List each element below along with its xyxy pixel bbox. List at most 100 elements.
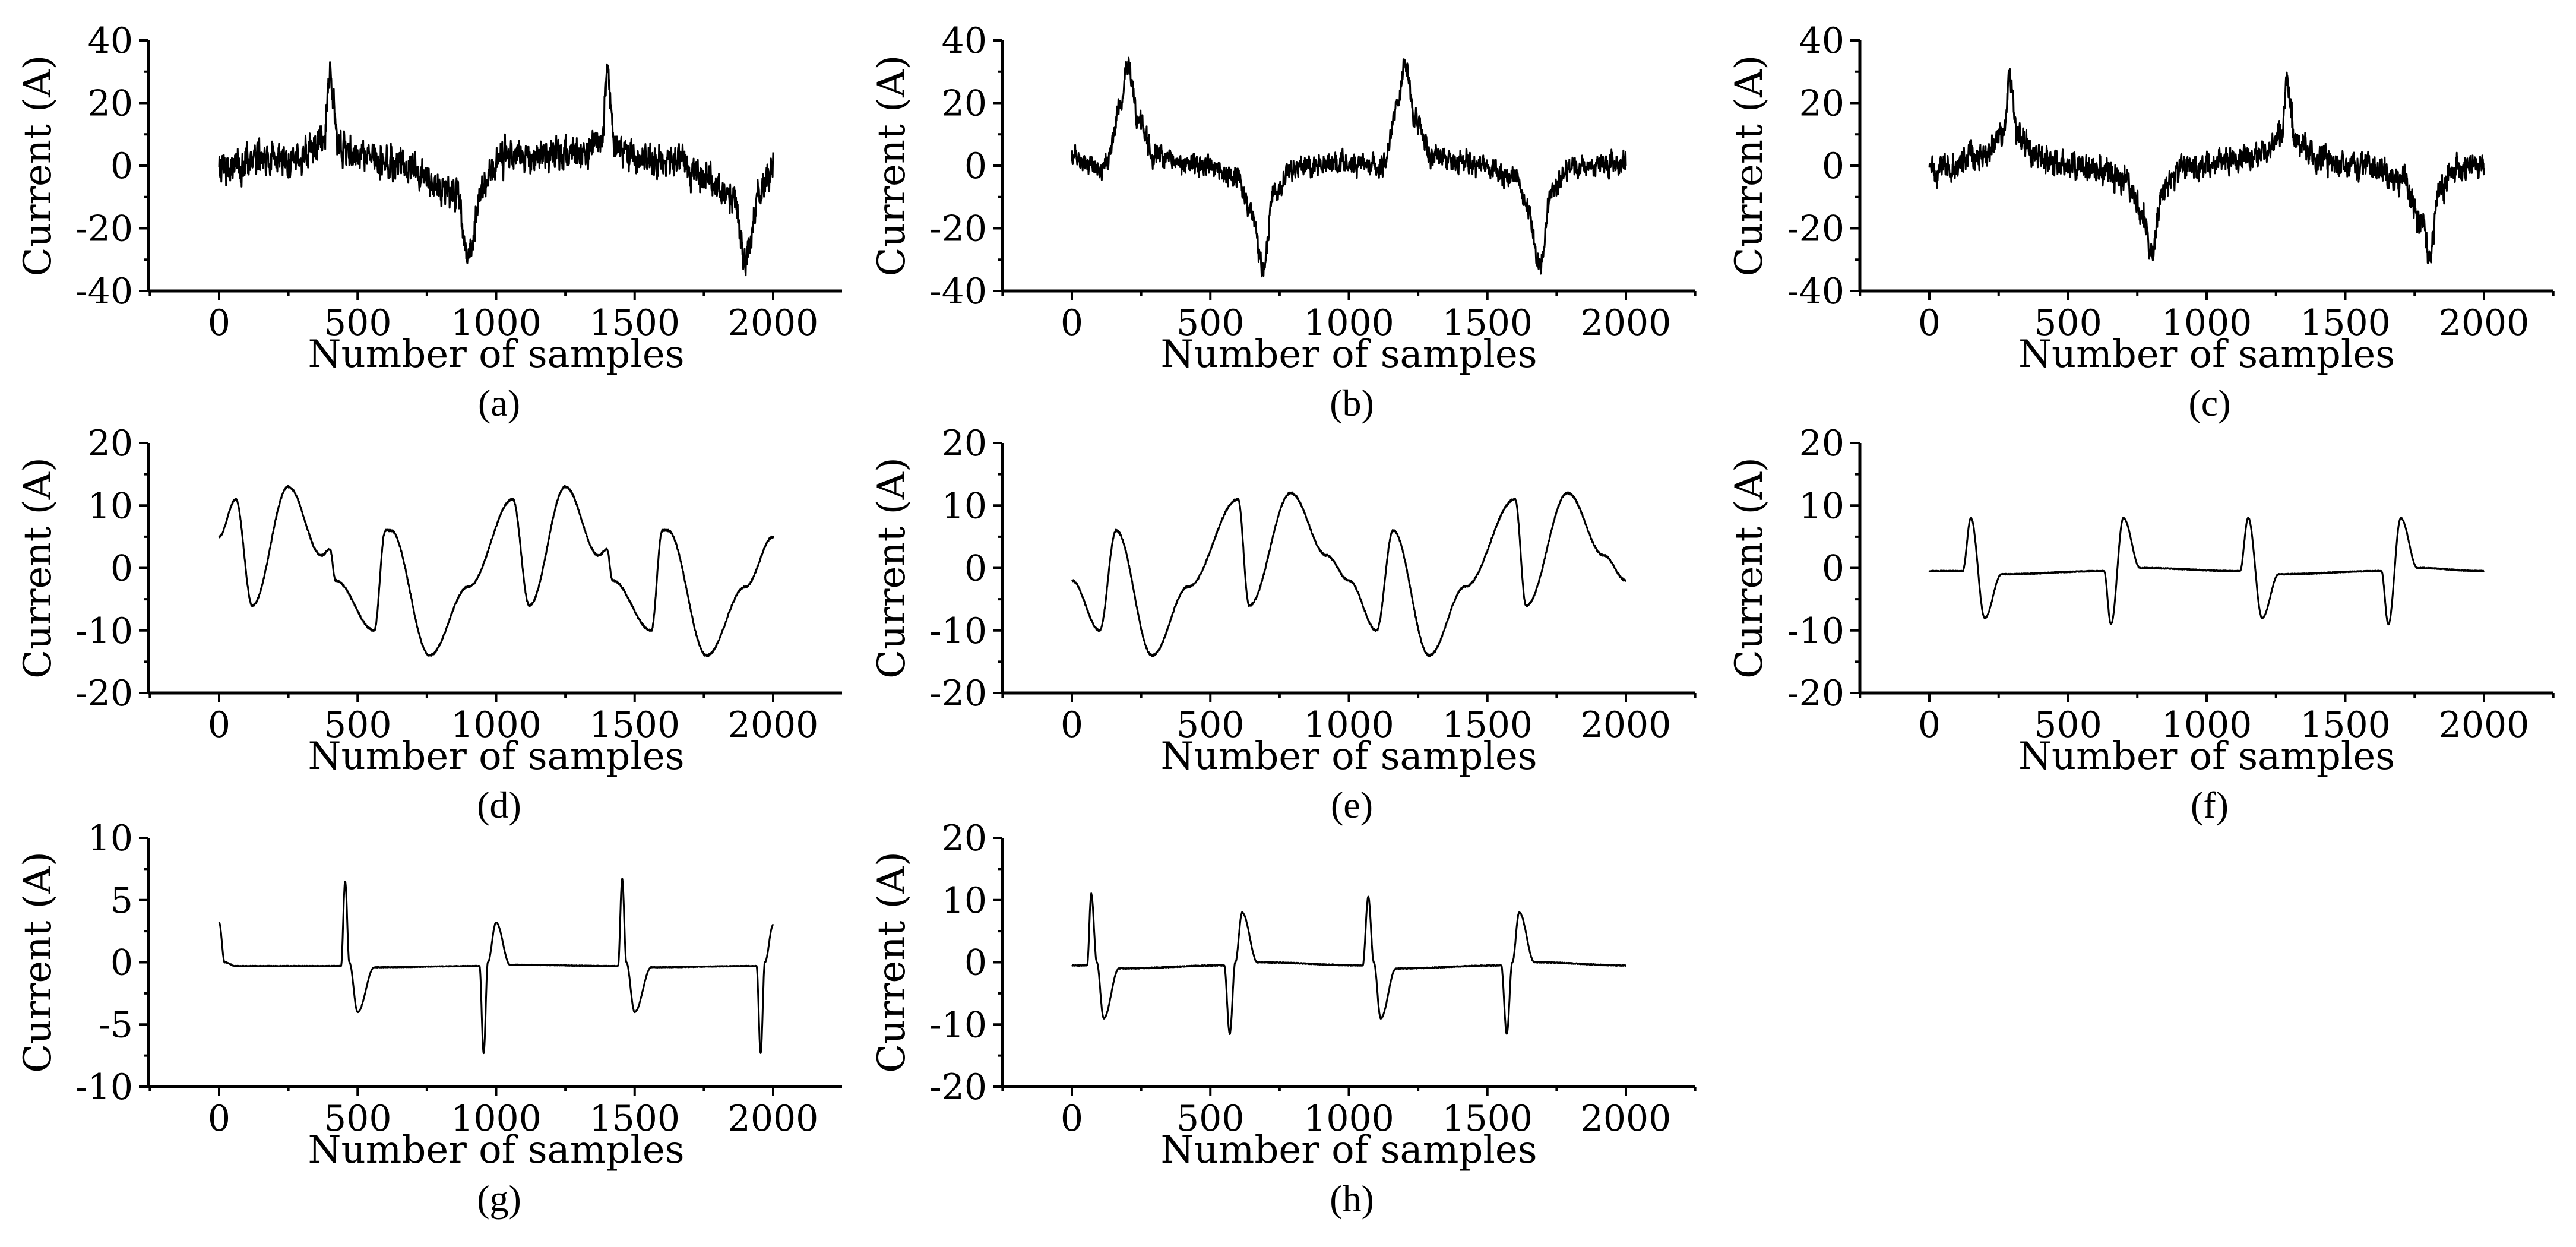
x-tick-label: 1000 bbox=[1303, 302, 1394, 344]
chart-panel-d: -20 -10 0 10 20 0 500 1000 1500 2000 Number of sam… bbox=[16, 423, 842, 826]
panel-label: (b) bbox=[1330, 382, 1374, 424]
x-tick-label: 2000 bbox=[1581, 302, 1672, 344]
y-axis-title: Current (A) bbox=[16, 457, 60, 679]
x-tick-label: 1500 bbox=[589, 1098, 680, 1140]
current-trace bbox=[1071, 491, 1626, 657]
x-tick-label: 0 bbox=[1061, 704, 1083, 746]
x-tick-label: 0 bbox=[1918, 302, 1941, 344]
y-tick-label: 0 bbox=[1822, 548, 1844, 590]
y-tick-label: -20 bbox=[929, 208, 987, 250]
y-tick-label: -20 bbox=[929, 673, 987, 714]
current-trace bbox=[218, 485, 774, 657]
panel-label: (h) bbox=[1330, 1178, 1374, 1220]
x-tick-label: 500 bbox=[324, 704, 392, 746]
panel-label: (f) bbox=[2191, 784, 2229, 826]
current-trace bbox=[1071, 892, 1627, 1035]
chart-panel-f: -20 -10 0 10 20 0 500 1000 1500 2000 Number of sam… bbox=[1727, 423, 2555, 826]
current-trace bbox=[218, 878, 774, 1055]
x-tick-label: 500 bbox=[2034, 704, 2102, 746]
y-tick-label: -40 bbox=[1787, 271, 1844, 312]
x-axis-title: Number of samples bbox=[2018, 333, 2395, 376]
x-axis-title: Number of samples bbox=[308, 735, 684, 778]
x-tick-label: 1500 bbox=[1442, 704, 1533, 746]
x-axis-title: Number of samples bbox=[1160, 1128, 1537, 1172]
x-tick-label: 1000 bbox=[2162, 302, 2252, 344]
x-tick-label: 2000 bbox=[728, 1098, 819, 1140]
y-tick-label: -10 bbox=[1787, 610, 1844, 652]
y-tick-label: 40 bbox=[942, 20, 987, 62]
x-tick-label: 1500 bbox=[1442, 1098, 1533, 1140]
x-tick-label: 1000 bbox=[1303, 1098, 1394, 1140]
x-tick-label: 500 bbox=[324, 1098, 392, 1140]
x-tick-label: 2000 bbox=[1581, 1098, 1672, 1140]
x-tick-label: 500 bbox=[1176, 704, 1245, 746]
x-tick-label: 1500 bbox=[2300, 302, 2391, 344]
x-tick-label: 0 bbox=[208, 1098, 230, 1140]
chart-panel-a: -40 -20 0 20 40 0 500 1000 1500 2000 Number of sam… bbox=[16, 20, 842, 424]
chart-panel-h: -20 -10 0 10 20 0 500 1000 1500 2000 Number of sam… bbox=[870, 818, 1697, 1220]
x-tick-label: 0 bbox=[1918, 704, 1941, 746]
y-tick-label: -5 bbox=[99, 1004, 133, 1046]
x-tick-label: 1500 bbox=[589, 704, 680, 746]
y-tick-label: 40 bbox=[1799, 20, 1844, 62]
y-tick-label: 0 bbox=[964, 145, 987, 187]
y-tick-label: 10 bbox=[1799, 485, 1844, 527]
x-tick-label: 1500 bbox=[2300, 704, 2391, 746]
x-tick-label: 2000 bbox=[728, 302, 819, 344]
y-axis-title: Current (A) bbox=[1727, 457, 1771, 679]
y-axis-title: Current (A) bbox=[1727, 55, 1771, 277]
y-tick-label: -10 bbox=[929, 1004, 987, 1046]
y-tick-label: 0 bbox=[110, 548, 133, 590]
panel-label: (d) bbox=[477, 784, 521, 826]
x-axis-title: Number of samples bbox=[308, 1128, 684, 1172]
y-tick-label: -20 bbox=[1787, 208, 1844, 250]
x-tick-label: 500 bbox=[1176, 1098, 1245, 1140]
y-tick-label: -10 bbox=[75, 1066, 133, 1108]
y-tick-label: 0 bbox=[110, 145, 133, 187]
y-tick-label: -20 bbox=[929, 1066, 987, 1108]
x-tick-label: 500 bbox=[2034, 302, 2102, 344]
y-axis-title: Current (A) bbox=[16, 852, 60, 1073]
x-tick-label: 2000 bbox=[2439, 704, 2530, 746]
y-tick-label: 5 bbox=[110, 880, 133, 922]
x-tick-label: 1000 bbox=[451, 704, 542, 746]
y-tick-label: 10 bbox=[942, 880, 987, 922]
y-tick-label: 0 bbox=[110, 942, 133, 984]
y-tick-label: 20 bbox=[942, 83, 987, 125]
x-tick-label: 0 bbox=[1061, 302, 1083, 344]
x-tick-label: 1500 bbox=[589, 302, 680, 344]
y-tick-label: 20 bbox=[1799, 423, 1844, 464]
chart-panel-e: -20 -10 0 10 20 0 500 1000 1500 2000 Number of sam… bbox=[870, 423, 1697, 826]
y-tick-label: 20 bbox=[1799, 83, 1844, 125]
y-tick-label: -10 bbox=[929, 610, 987, 652]
x-tick-label: 1500 bbox=[1442, 302, 1533, 344]
current-trace bbox=[1071, 56, 1627, 278]
x-axis-title: Number of samples bbox=[1160, 735, 1537, 778]
x-axis-title: Number of samples bbox=[308, 333, 684, 376]
current-trace bbox=[1928, 68, 2485, 264]
chart-panel-g: -10 -5 0 5 10 0 500 1000 1500 2000 Number of sampl… bbox=[16, 818, 842, 1220]
panel-label: (g) bbox=[477, 1178, 521, 1220]
x-axis-title: Number of samples bbox=[2018, 735, 2395, 778]
panel-label: (a) bbox=[478, 382, 520, 424]
x-tick-label: 0 bbox=[208, 704, 230, 746]
x-tick-label: 1000 bbox=[1303, 704, 1394, 746]
x-tick-label: 2000 bbox=[728, 704, 819, 746]
x-axis-title: Number of samples bbox=[1160, 333, 1537, 376]
y-axis-title: Current (A) bbox=[16, 55, 60, 277]
y-tick-label: 20 bbox=[88, 423, 133, 464]
y-tick-label: 20 bbox=[942, 818, 987, 859]
y-tick-label: -40 bbox=[929, 271, 987, 312]
y-tick-label: 10 bbox=[88, 818, 133, 859]
chart-panel-c: -40 -20 0 20 40 0 500 1000 1500 2000 Number of sam… bbox=[1727, 20, 2555, 424]
y-axis-title: Current (A) bbox=[870, 55, 914, 277]
current-trace bbox=[218, 61, 774, 277]
y-tick-label: -20 bbox=[75, 208, 133, 250]
chart-panel-b: -40 -20 0 20 40 0 500 1000 1500 2000 Number of sam… bbox=[870, 20, 1697, 424]
y-tick-label: 20 bbox=[88, 83, 133, 125]
current-trace bbox=[1928, 517, 2485, 626]
y-tick-label: 20 bbox=[942, 423, 987, 464]
x-tick-label: 500 bbox=[324, 302, 392, 344]
y-tick-label: 0 bbox=[964, 942, 987, 984]
x-tick-label: 1000 bbox=[451, 302, 542, 344]
